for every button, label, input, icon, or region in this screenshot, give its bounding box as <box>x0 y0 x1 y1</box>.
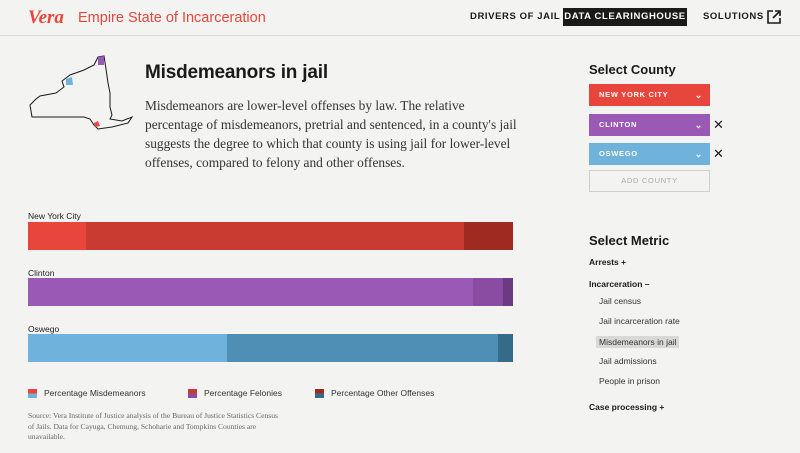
county-select-label: CLINTON <box>599 120 638 129</box>
legend-item: Percentage Misdemeanors <box>28 388 146 398</box>
legend-label: Percentage Other Offenses <box>331 388 435 398</box>
legend-swatch <box>315 388 324 398</box>
nav-data-clearinghouse[interactable]: DATA CLEARINGHOUSE <box>563 8 687 26</box>
legend-item: Percentage Felonies <box>188 388 282 398</box>
bar-label: New York City <box>28 211 81 221</box>
bar-row[interactable] <box>28 334 513 362</box>
bar-segment[interactable] <box>473 278 503 306</box>
bar-segment[interactable] <box>464 222 513 250</box>
bar-label: Oswego <box>28 324 60 334</box>
county-select-label: OSWEGO <box>599 149 638 158</box>
legend-label: Percentage Misdemeanors <box>44 388 146 398</box>
county-select[interactable]: CLINTON ⌄ <box>589 114 710 136</box>
select-county-heading: Select County <box>589 62 676 77</box>
bar-segment[interactable] <box>86 222 465 250</box>
remove-county-icon[interactable]: ✕ <box>713 117 724 132</box>
bar-segment[interactable] <box>28 222 87 250</box>
chevron-down-icon: ⌄ <box>694 120 703 130</box>
legend-swatch <box>28 388 37 398</box>
bar-segment[interactable] <box>28 334 227 362</box>
site-header: Vera Empire State of Incarceration DRIVE… <box>0 0 800 36</box>
county-select[interactable]: NEW YORK CITY ⌄ <box>589 84 710 106</box>
bar-label: Clinton <box>28 268 55 278</box>
clinton-county-shape <box>98 56 104 65</box>
county-select-label: NEW YORK CITY <box>599 90 669 99</box>
external-link-icon[interactable] <box>766 9 782 25</box>
metric-group-case-processing[interactable]: Case processing + <box>589 402 665 412</box>
nav-drivers-of-jail[interactable]: DRIVERS OF JAIL <box>470 11 561 22</box>
metric-item[interactable]: Jail census <box>599 296 642 306</box>
bar-row[interactable] <box>28 278 513 306</box>
metric-group-arrests[interactable]: Arrests + <box>589 257 627 267</box>
source-note: Source: Vera Institute of Justice analys… <box>28 411 278 441</box>
metric-group-incarceration[interactable]: Incarceration – <box>589 279 650 289</box>
new-york-state-map <box>29 55 134 130</box>
bar-segment[interactable] <box>503 278 513 306</box>
legend-swatch <box>188 388 197 398</box>
page-title: Misdemeanors in jail <box>145 62 328 83</box>
bar-segment[interactable] <box>226 334 499 362</box>
oswego-county-shape <box>66 77 73 85</box>
bar-segment[interactable] <box>498 334 513 362</box>
nav-solutions[interactable]: SOLUTIONS <box>703 11 764 22</box>
select-metric-heading: Select Metric <box>589 233 670 248</box>
metric-item[interactable]: Jail admissions <box>599 356 657 366</box>
county-select[interactable]: OSWEGO ⌄ <box>589 143 710 165</box>
legend-label: Percentage Felonies <box>204 388 282 398</box>
intro-paragraph: Misdemeanors are lower-level offenses by… <box>145 98 517 170</box>
metric-item[interactable]: Jail incarceration rate <box>599 316 680 326</box>
new-york-city-shape <box>94 121 100 127</box>
legend-item: Percentage Other Offenses <box>315 388 434 398</box>
remove-county-icon[interactable]: ✕ <box>713 146 724 161</box>
vera-logo[interactable]: Vera <box>28 7 64 28</box>
metric-item[interactable]: Misdemeanors in jail <box>596 336 680 348</box>
chevron-down-icon: ⌄ <box>694 90 703 100</box>
chevron-down-icon: ⌄ <box>694 149 703 159</box>
metric-item[interactable]: People in prison <box>599 376 660 386</box>
site-title[interactable]: Empire State of Incarceration <box>78 10 266 26</box>
bar-segment[interactable] <box>28 278 473 306</box>
bar-row[interactable] <box>28 222 513 250</box>
add-county-button[interactable]: ADD COUNTY <box>589 170 710 192</box>
